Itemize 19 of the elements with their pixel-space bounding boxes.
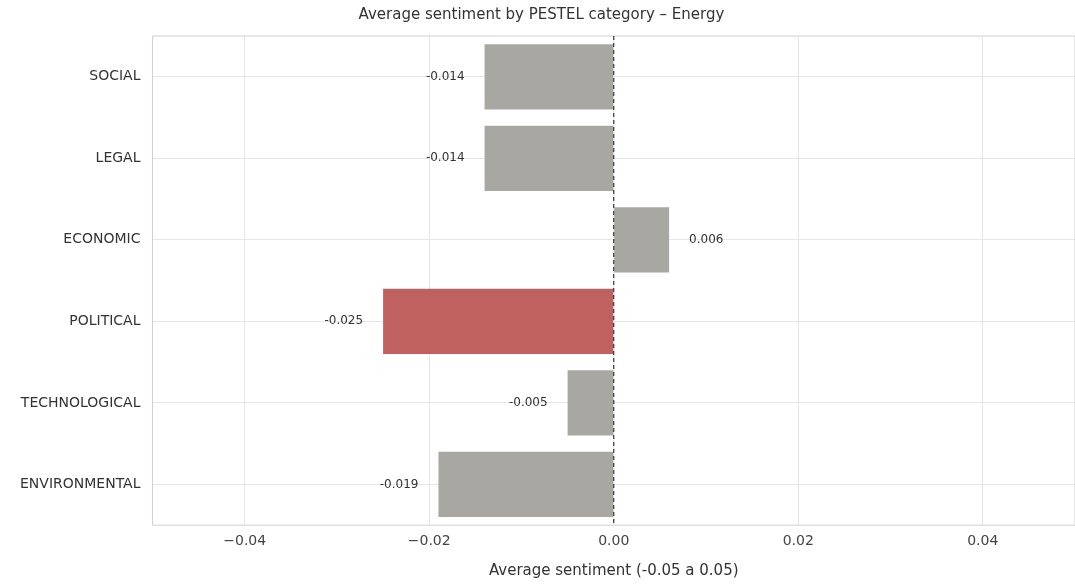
x-tick-label: 0.04 — [967, 532, 999, 549]
x-tick-label: 0.00 — [598, 532, 630, 549]
data-label: -0.014 — [425, 150, 465, 165]
data-label: -0.014 — [425, 68, 465, 83]
x-tick-label: −0.04 — [223, 532, 267, 549]
data-label: -0.025 — [324, 313, 364, 328]
y-tick-label: ECONOMIC — [63, 230, 141, 247]
x-axis-title: Average sentiment (-0.05 a 0.05) — [488, 560, 739, 579]
y-tick-label: SOCIAL — [89, 67, 141, 84]
x-tick-label: 0.02 — [782, 532, 814, 549]
y-tick-label: LEGAL — [95, 148, 141, 165]
y-tick-label: TECHNOLOGICAL — [19, 393, 141, 410]
x-tick-label: −0.02 — [407, 532, 451, 549]
y-tick-label: POLITICAL — [69, 312, 141, 329]
data-label: -0.005 — [508, 395, 548, 410]
data-label: -0.019 — [379, 476, 419, 491]
chart-title: Average sentiment by PESTEL category – Energy — [358, 4, 725, 23]
y-tick-label: ENVIRONMENTAL — [20, 475, 141, 492]
data-label: 0.006 — [689, 231, 724, 246]
